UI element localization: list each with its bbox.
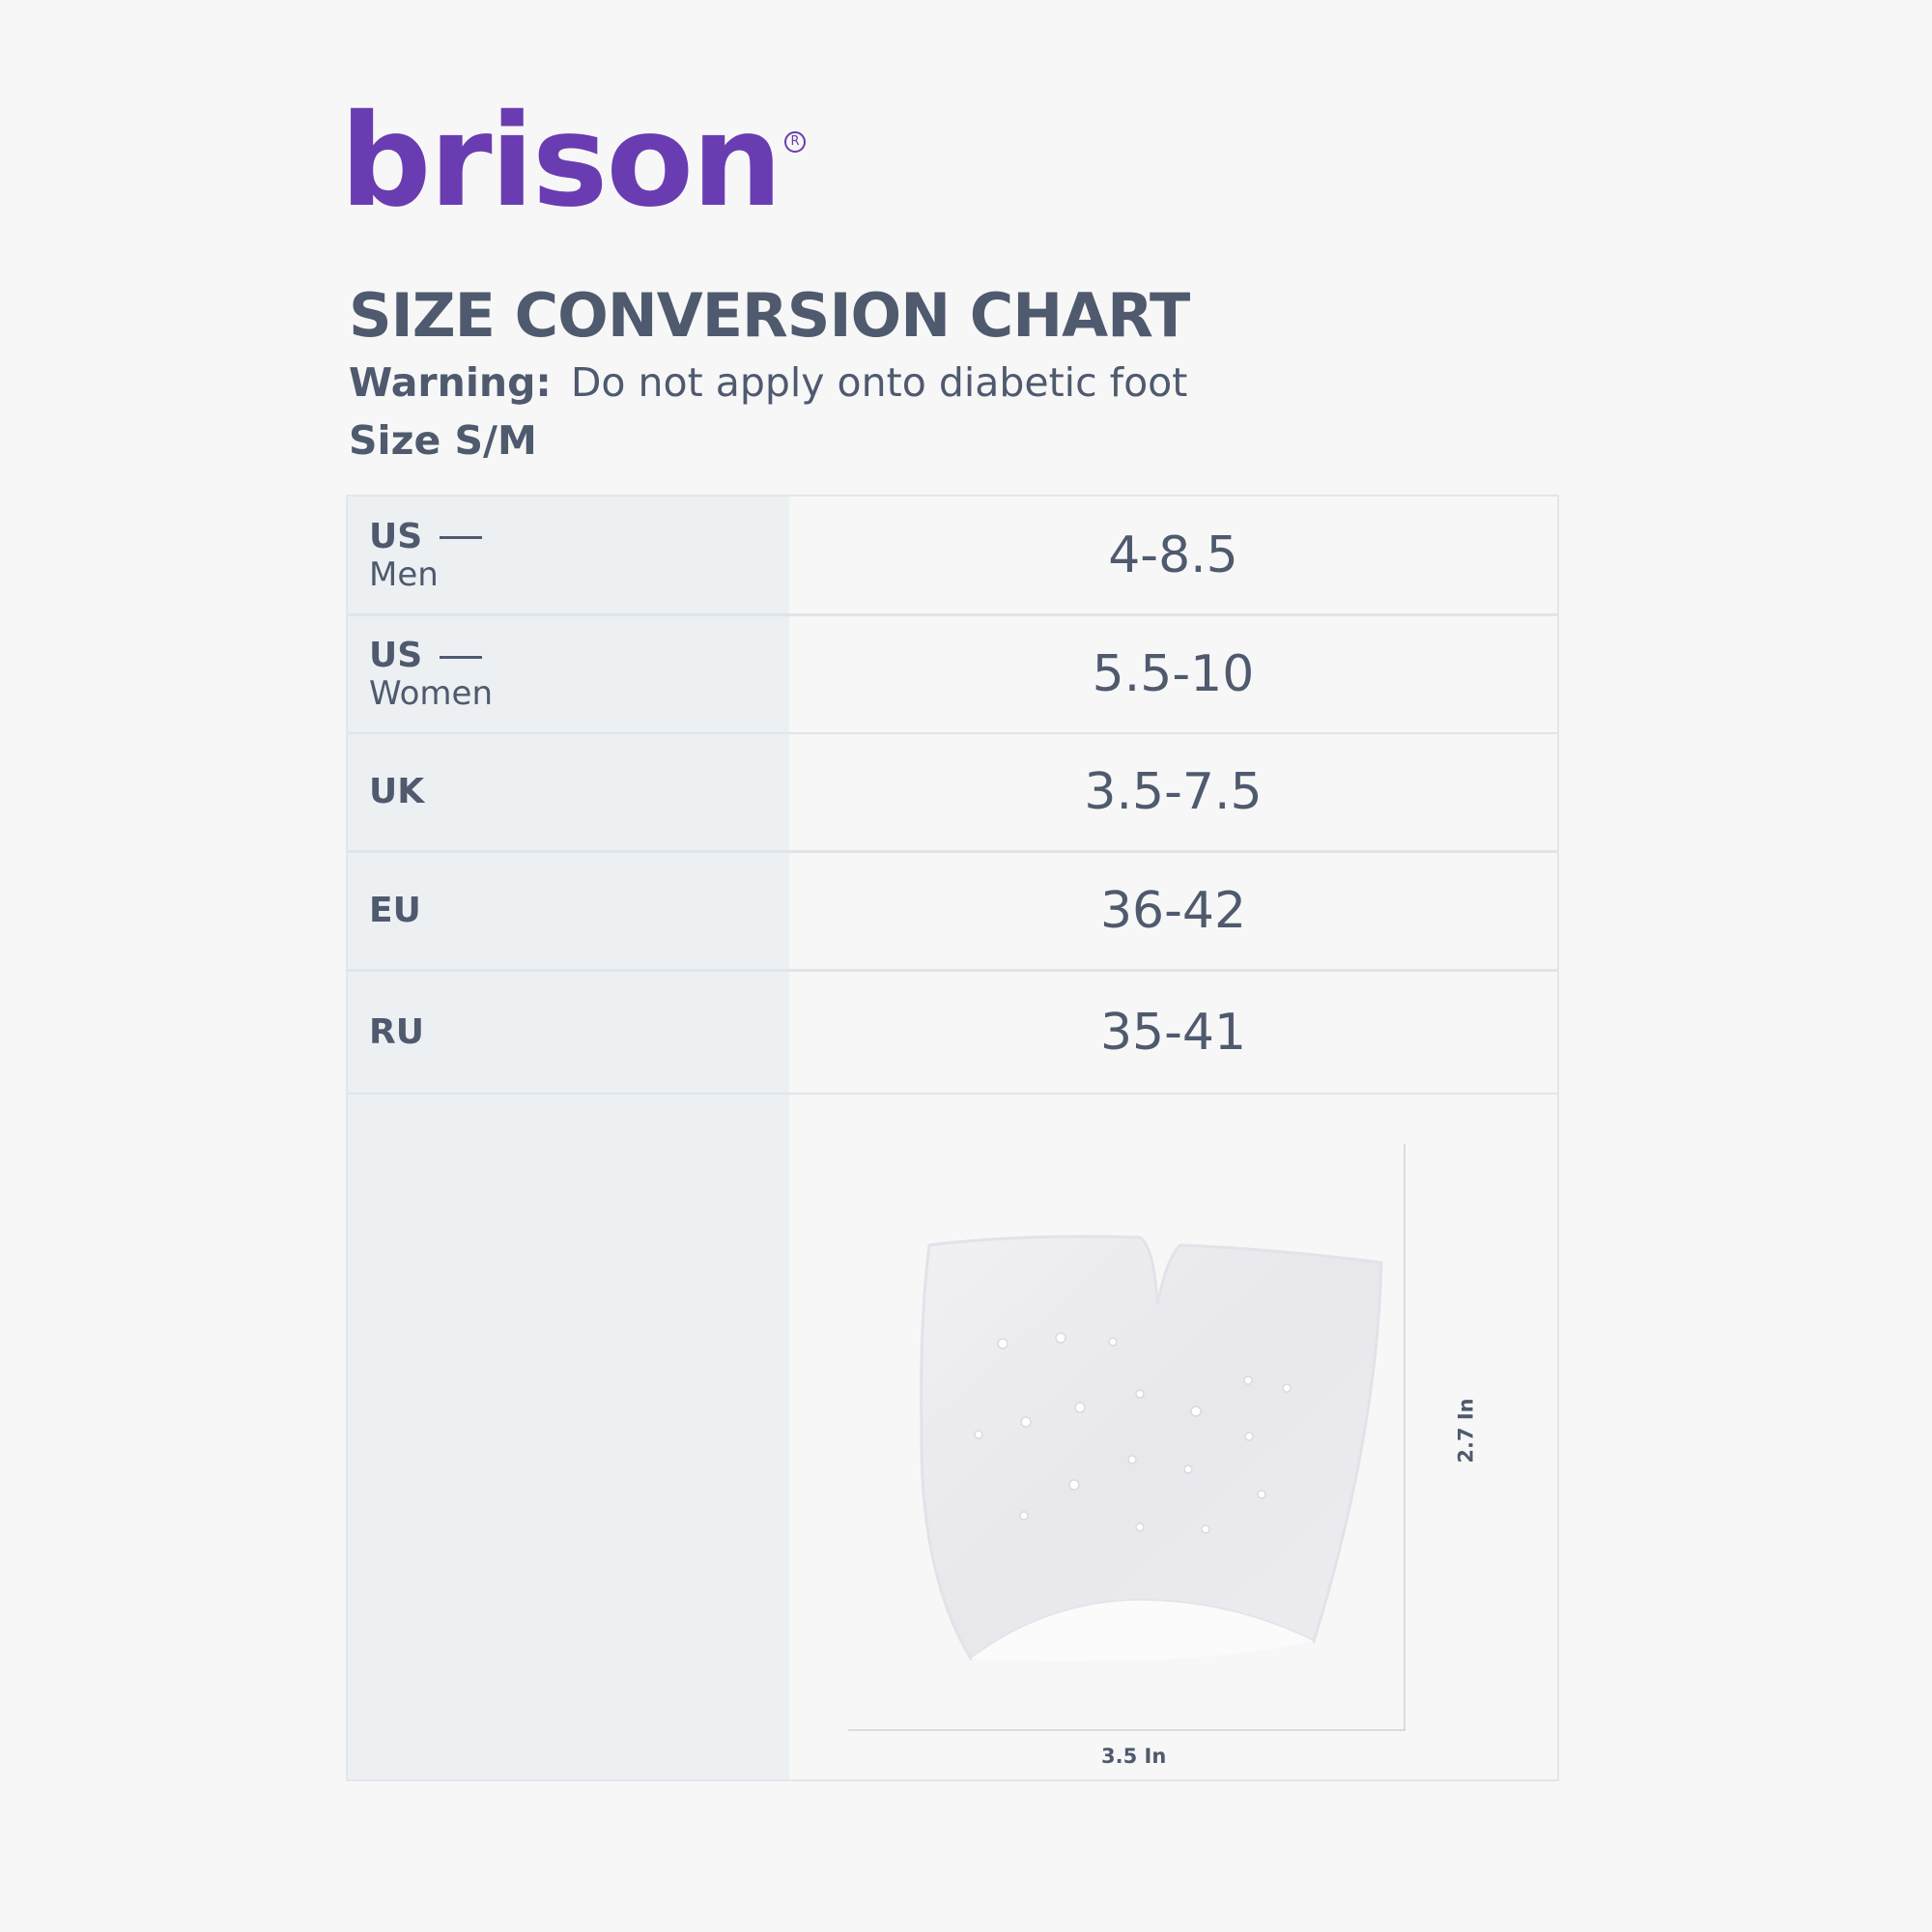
row-label: US Women (369, 616, 493, 732)
row-label: US Men (369, 497, 483, 613)
row-label-sub: Men (369, 554, 439, 594)
brand-logo: brison R (340, 87, 807, 236)
warning-line: Warning: Do not apply onto diabetic foot (349, 359, 1187, 406)
row-label-main: UK (369, 772, 425, 811)
table-row: US Men 4-8.5 (348, 497, 1557, 616)
warning-label: Warning: (349, 359, 552, 406)
row-label: UK (369, 734, 424, 850)
table-row: UK 3.5-7.5 (348, 734, 1557, 853)
row-label: EU (369, 853, 421, 969)
warning-text: Do not apply onto diabetic foot (570, 359, 1188, 406)
size-label: Size S/M (349, 417, 537, 464)
row-label: RU (369, 972, 424, 1093)
width-dimension-line (848, 1729, 1406, 1731)
height-dimension-label: 2.7 In (1454, 1398, 1478, 1463)
registered-mark-icon: R (784, 131, 807, 153)
page-title: SIZE CONVERSION CHART (349, 280, 1190, 351)
row-label-main: EU (369, 891, 421, 930)
row-value: 5.5-10 (1092, 645, 1255, 703)
height-dimension-line (1404, 1144, 1406, 1729)
table-row: RU 35-41 (348, 972, 1557, 1094)
label-column (348, 497, 789, 1779)
dash-icon (440, 536, 483, 539)
row-label-main: RU (369, 1011, 424, 1052)
dash-icon (440, 655, 483, 659)
row-label-sub: Women (369, 674, 494, 713)
row-label-main: US (369, 516, 423, 556)
row-value: 4-8.5 (1108, 526, 1238, 584)
row-label-main: US (369, 636, 423, 675)
width-dimension-label: 3.5 In (1101, 1745, 1167, 1768)
heel-sleeve-image (920, 1235, 1383, 1662)
row-value: 3.5-7.5 (1084, 763, 1263, 821)
brand-logo-text: brison (340, 87, 782, 236)
size-table: US Men 4-8.5 US Women 5.5-10 UK 3.5-7.5 … (346, 495, 1559, 1781)
table-row: EU 36-42 (348, 853, 1557, 972)
row-value: 35-41 (1099, 1003, 1247, 1062)
table-row: US Women 5.5-10 (348, 616, 1557, 734)
row-value: 36-42 (1099, 882, 1247, 940)
